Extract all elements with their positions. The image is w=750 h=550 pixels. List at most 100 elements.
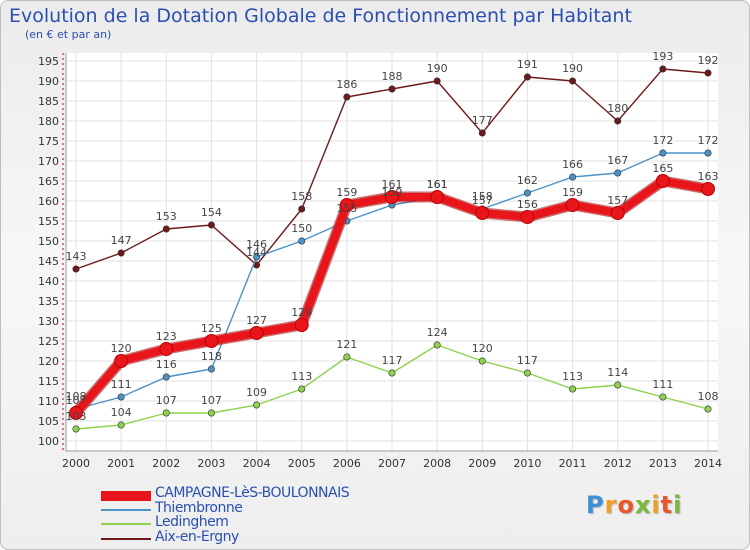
data-point-campagne-l-s-boulonnais — [69, 406, 83, 420]
x-tick-label: 2001 — [107, 457, 135, 470]
data-point-ledinghem — [659, 393, 667, 401]
legend-swatch — [101, 491, 151, 501]
data-label-campagne-l-s-boulonnais: 129 — [291, 306, 312, 319]
data-point-aix-en-ergny — [659, 65, 667, 73]
data-point-aix-en-ergny — [388, 85, 396, 93]
y-tick-label: 155 — [38, 215, 59, 228]
data-label-ledinghem: 117 — [382, 354, 403, 367]
data-label-aix-en-ergny: 154 — [201, 206, 222, 219]
data-point-aix-en-ergny — [704, 69, 712, 77]
axis-layer: 100 105 110 115 120 125 130 135 140 145 150 155 160 1… — [38, 53, 722, 470]
data-label-thiembronne: 118 — [201, 350, 222, 363]
data-label-ledinghem: 111 — [652, 378, 673, 391]
data-label-campagne-l-s-boulonnais: 156 — [517, 198, 538, 211]
data-label-campagne-l-s-boulonnais: 165 — [652, 162, 673, 175]
data-label-thiembronne: 158 — [472, 190, 493, 203]
data-point-ledinghem — [253, 401, 261, 409]
data-point-thiembronne — [253, 253, 261, 261]
data-label-thiembronne: 108 — [66, 390, 87, 403]
x-tick-label: 2003 — [197, 457, 225, 470]
data-point-campagne-l-s-boulonnais — [655, 174, 670, 188]
data-label-ledinghem: 113 — [291, 370, 312, 383]
data-point-aix-en-ergny — [614, 117, 622, 125]
data-point-thiembronne — [704, 149, 712, 157]
data-point-aix-en-ergny — [117, 249, 125, 257]
data-point-ledinghem — [388, 369, 396, 377]
x-tick-label: 2007 — [378, 457, 406, 470]
data-label-thiembronne: 146 — [246, 238, 267, 251]
data-point-ledinghem — [298, 385, 306, 393]
data-label-campagne-l-s-boulonnais: 120 — [111, 342, 132, 355]
data-point-ledinghem — [569, 385, 577, 393]
data-point-campagne-l-s-boulonnais — [249, 326, 264, 340]
data-label-campagne-l-s-boulonnais: 163 — [698, 170, 719, 183]
data-point-thiembronne — [207, 365, 215, 373]
data-label-aix-en-ergny: 180 — [607, 102, 628, 115]
legend-label: Ledinghem — [155, 514, 229, 530]
data-label-ledinghem: 114 — [607, 366, 628, 379]
data-point-ledinghem — [117, 421, 125, 429]
y-tick-label: 115 — [38, 375, 59, 388]
data-point-ledinghem — [72, 425, 80, 433]
data-point-ledinghem — [433, 341, 441, 349]
chart-subtitle: (en € et par an) — [25, 28, 112, 41]
data-label-thiembronne: 159 — [382, 186, 403, 199]
data-point-campagne-l-s-boulonnais — [385, 190, 399, 204]
data-point-campagne-l-s-boulonnais — [520, 210, 535, 224]
y-tick-label: 135 — [38, 295, 59, 308]
y-tick-label: 145 — [38, 255, 59, 268]
chart-title: Evolution de la Dotation Globale de Fonc… — [9, 5, 632, 27]
y-tick-label: 175 — [38, 135, 59, 148]
x-tick-label: 2006 — [333, 457, 361, 470]
data-label-aix-en-ergny: 193 — [652, 50, 673, 63]
data-label-campagne-l-s-boulonnais: 157 — [607, 194, 628, 207]
y-tick-label: 170 — [38, 155, 59, 168]
data-point-aix-en-ergny — [343, 93, 351, 101]
data-point-campagne-l-s-boulonnais — [114, 354, 129, 368]
data-label-thiembronne: 150 — [291, 222, 312, 235]
y-tick-label: 110 — [38, 395, 59, 408]
data-label-thiembronne: 162 — [517, 174, 538, 187]
data-label-aix-en-ergny: 158 — [291, 190, 312, 203]
y-tick-label: 160 — [38, 195, 59, 208]
x-tick-label: 2014 — [694, 457, 722, 470]
data-point-aix-en-ergny — [207, 221, 215, 229]
data-label-campagne-l-s-boulonnais: 123 — [156, 330, 177, 343]
data-label-ledinghem: 103 — [66, 410, 87, 423]
data-label-aix-en-ergny: 190 — [562, 62, 583, 75]
data-label-ledinghem: 107 — [156, 394, 177, 407]
data-point-ledinghem — [207, 409, 215, 417]
data-point-thiembronne — [659, 149, 667, 157]
series-layer — [69, 65, 715, 433]
data-label-aix-en-ergny: 147 — [111, 234, 132, 247]
data-point-aix-en-ergny — [298, 205, 306, 213]
y-tick-label: 140 — [38, 275, 59, 288]
x-tick-label: 2004 — [243, 457, 271, 470]
data-label-thiembronne: 172 — [652, 134, 673, 147]
data-label-thiembronne: 172 — [698, 134, 719, 147]
data-label-aix-en-ergny: 144 — [246, 246, 267, 259]
y-tick-label: 190 — [38, 75, 59, 88]
x-tick-label: 2012 — [604, 457, 632, 470]
data-point-campagne-l-s-boulonnais — [565, 198, 580, 212]
legend-swatch — [101, 523, 151, 525]
data-point-ledinghem — [162, 409, 170, 417]
data-point-aix-en-ergny — [523, 73, 531, 81]
data-point-campagne-l-s-boulonnais — [339, 198, 354, 212]
y-tick-label: 165 — [38, 175, 59, 188]
data-label-thiembronne: 166 — [562, 158, 583, 171]
data-label-aix-en-ergny: 186 — [336, 78, 357, 91]
line-chart: 100 105 110 115 120 125 130 135 140 145 150 155 160 1… — [38, 50, 722, 470]
data-point-aix-en-ergny — [162, 225, 170, 233]
data-label-thiembronne: 111 — [111, 378, 132, 391]
data-label-campagne-l-s-boulonnais: 125 — [201, 322, 222, 335]
data-point-thiembronne — [614, 169, 622, 177]
y-tick-label: 125 — [38, 335, 59, 348]
data-label-aix-en-ergny: 143 — [66, 250, 87, 263]
data-point-thiembronne — [117, 393, 125, 401]
y-tick-label: 130 — [38, 315, 59, 328]
data-label-aix-en-ergny: 191 — [517, 58, 538, 71]
data-label-campagne-l-s-boulonnais: 161 — [427, 178, 448, 191]
data-label-thiembronne: 161 — [427, 178, 448, 191]
